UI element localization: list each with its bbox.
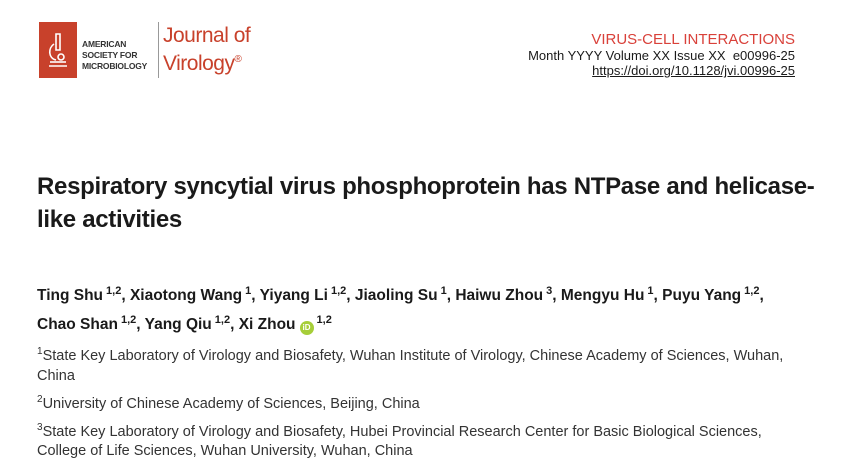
author-affiliation-number: 1,2 xyxy=(744,285,760,297)
author-name: Chao Shan xyxy=(37,316,118,334)
issue-info: Month YYYY Volume XX Issue XX e00996-25 xyxy=(528,48,795,63)
author-name: Mengyu Hu xyxy=(560,287,645,305)
author-affiliation-number: 1 xyxy=(245,285,252,297)
affiliation: 1State Key Laboratory of Virology and Bi… xyxy=(37,342,812,386)
author-list: Ting Shu 1,2, Xiaotong Wang 1, Yiyang Li 1,… xyxy=(37,285,764,336)
article-title: Respiratory syncytial virus phosphoprote… xyxy=(37,173,815,233)
author-name: Xi Zhou xyxy=(238,316,296,334)
author-affiliation-number: 3 xyxy=(546,285,553,297)
author[interactable]: Xi Zhou iD1,2 xyxy=(238,314,332,336)
author[interactable]: Puyu Yang 1,2 xyxy=(662,285,760,305)
affiliation: 3State Key Laboratory of Virology and Bi… xyxy=(37,418,812,462)
journal-name-line1: Journal of xyxy=(163,24,251,47)
author[interactable]: Haiwu Zhou 3 xyxy=(455,285,553,305)
author-name: Yang Qiu xyxy=(144,316,212,334)
author-affiliation-number: 1,2 xyxy=(330,285,347,297)
author-affiliation-number: 1,2 xyxy=(316,314,332,327)
author-name: Xiaotong Wang xyxy=(129,287,243,305)
society-name: AMERICAN SOCIETY FOR MICROBIOLOGY xyxy=(82,38,148,71)
author-affiliation-number: 1,2 xyxy=(120,314,137,327)
section-label: VIRUS-CELL INTERACTIONS xyxy=(591,31,795,48)
logo-divider xyxy=(158,22,159,78)
doi-link[interactable]: https://doi.org/10.1128/jvi.00996-25 xyxy=(592,63,795,78)
author[interactable]: Ting Shu 1,2 xyxy=(37,285,122,305)
orcid-icon[interactable]: iD xyxy=(299,321,314,336)
article-header: VIRUS-CELL INTERACTIONS Month YYYY Volum… xyxy=(528,31,795,78)
journal-logo: AMERICAN SOCIETY FOR MICROBIOLOGY Journa… xyxy=(39,22,251,78)
author-name: Jiaoling Su xyxy=(354,287,438,305)
author[interactable]: Yiyang Li 1,2 xyxy=(259,285,347,305)
author-affiliation-number: 1,2 xyxy=(106,285,122,297)
author[interactable]: Jiaoling Su 1 xyxy=(354,285,447,305)
affiliation-number: 1 xyxy=(37,346,43,357)
author-name: Haiwu Zhou xyxy=(455,287,544,305)
author[interactable]: Yang Qiu 1,2 xyxy=(144,314,231,334)
affiliation: 2University of Chinese Academy of Scienc… xyxy=(37,390,812,414)
affiliation-text: University of Chinese Academy of Science… xyxy=(42,395,420,412)
affiliation-number: 2 xyxy=(37,393,43,405)
affiliation-text: State Key Laboratory of Virology and Bio… xyxy=(37,347,784,384)
author-affiliation-number: 1 xyxy=(440,285,447,297)
author-affiliation-number: 1 xyxy=(647,285,654,297)
affiliation-text: State Key Laboratory of Virology and Bio… xyxy=(37,423,762,460)
registered-mark: ® xyxy=(234,54,242,65)
affiliation-list: 1State Key Laboratory of Virology and Bi… xyxy=(37,342,812,465)
author[interactable]: Chao Shan 1,2 xyxy=(37,314,137,334)
author-affiliation-number: 1,2 xyxy=(214,314,231,327)
author-name: Ting Shu xyxy=(37,287,104,305)
affiliation-number: 3 xyxy=(37,421,43,433)
author-name: Yiyang Li xyxy=(259,287,328,305)
microscope-icon xyxy=(39,22,77,78)
journal-name-line2: Virology xyxy=(163,52,235,75)
author[interactable]: Xiaotong Wang 1 xyxy=(129,285,252,305)
author-name: Puyu Yang xyxy=(662,287,742,305)
author[interactable]: Mengyu Hu 1 xyxy=(560,285,654,305)
journal-name: Journal of Virology® xyxy=(163,24,251,76)
